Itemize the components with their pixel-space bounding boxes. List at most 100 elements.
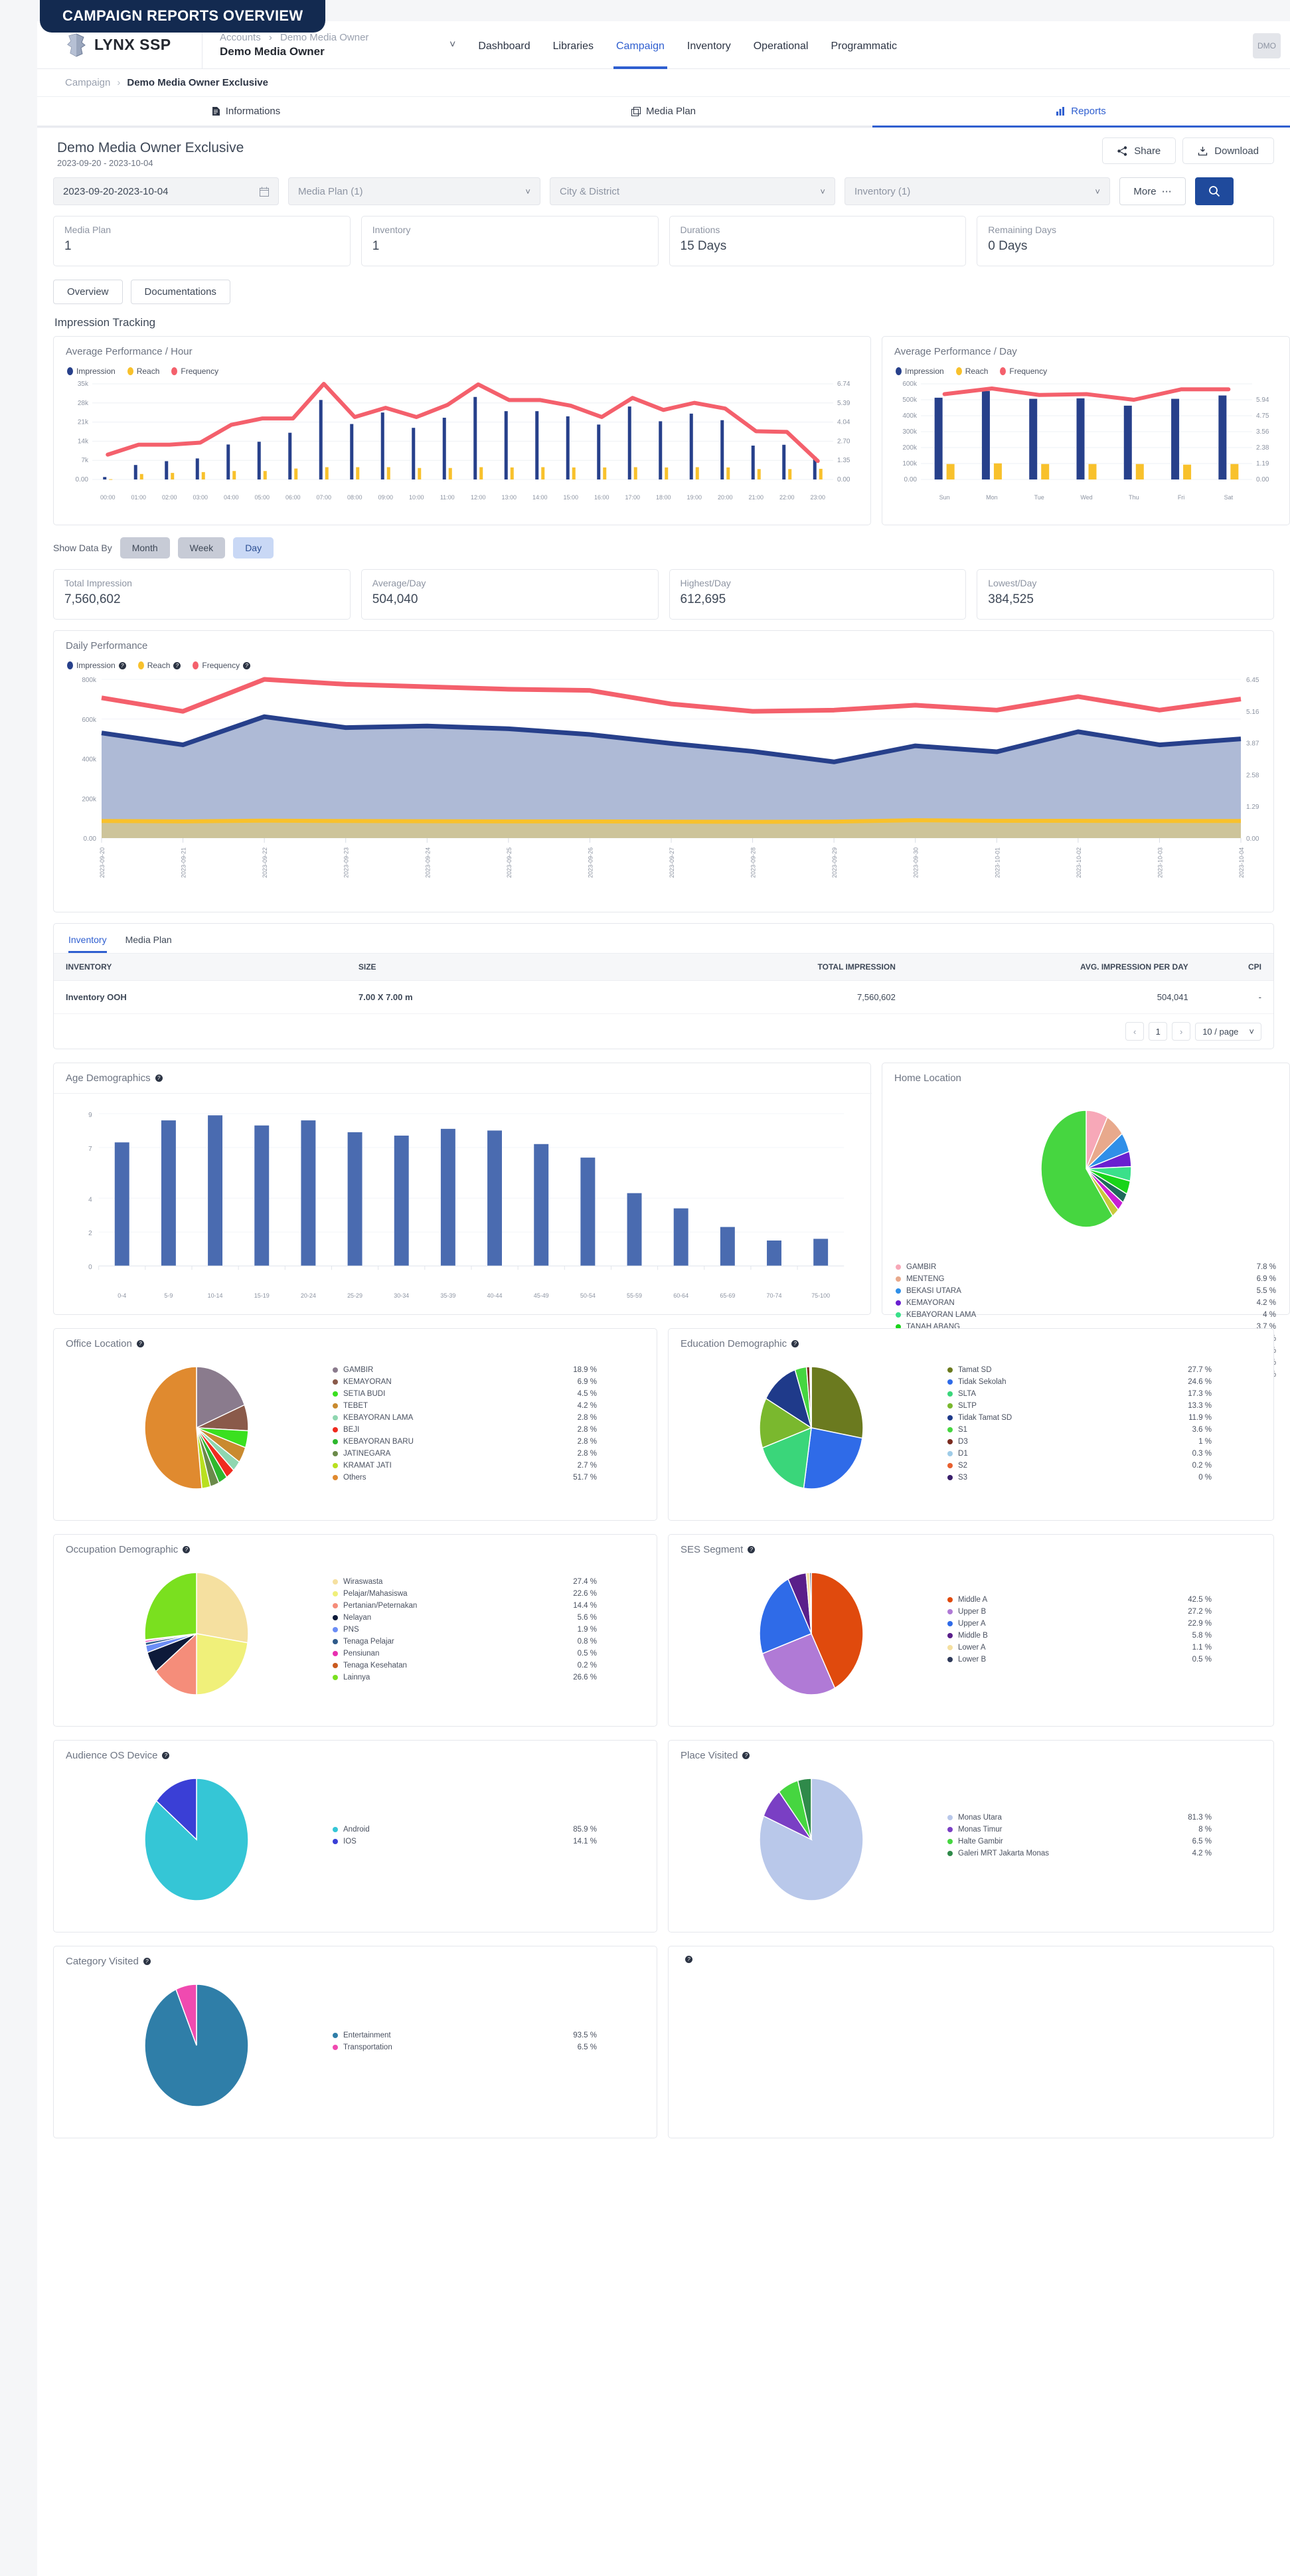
legend-item[interactable]: Tenaga Pelajar 0.8 % — [333, 1638, 597, 1646]
legend-item[interactable]: KEBAYORAN LAMA 2.8 % — [333, 1414, 597, 1422]
question-icon[interactable]: ? — [748, 1546, 756, 1553]
question-icon[interactable]: ? — [791, 1340, 799, 1347]
question-icon[interactable]: ? — [162, 1752, 170, 1759]
segment-day[interactable]: Day — [233, 537, 274, 558]
segment-month[interactable]: Month — [120, 537, 170, 558]
legend-item[interactable]: Upper B 27.2 % — [947, 1608, 1212, 1616]
legend-item[interactable]: Entertainment 93.5 % — [333, 2031, 597, 2039]
legend-item-impression[interactable]: Impression? — [67, 661, 126, 670]
legend-item[interactable]: Middle A 42.5 % — [947, 1596, 1212, 1604]
nav-dashboard[interactable]: Dashboard — [478, 41, 530, 52]
legend-item[interactable]: D1 0.3 % — [947, 1450, 1212, 1458]
legend-item[interactable]: KEBAYORAN LAMA 4 % — [896, 1311, 1276, 1319]
legend-item[interactable]: Tamat SD 27.7 % — [947, 1366, 1212, 1374]
legend-item[interactable]: Upper A 22.9 % — [947, 1620, 1212, 1628]
col-inventory[interactable]: INVENTORY — [54, 953, 347, 981]
date-range-input[interactable]: 2023-09-20 - 2023-10-04 — [53, 177, 279, 205]
col-cpi[interactable]: CPI — [1200, 953, 1273, 981]
legend-item-reach[interactable]: Reach — [127, 367, 159, 376]
legend-item[interactable]: PNS 1.9 % — [333, 1626, 597, 1634]
legend-item[interactable]: SLTP 13.3 % — [947, 1402, 1212, 1410]
legend-item[interactable]: D3 1 % — [947, 1438, 1212, 1446]
legend-item[interactable]: KEMAYORAN 6.9 % — [333, 1378, 597, 1386]
legend-item-impression[interactable]: Impression — [67, 367, 116, 376]
question-icon[interactable]: ? — [155, 1074, 163, 1082]
legend-item[interactable]: Tenaga Kesehatan 0.2 % — [333, 1662, 597, 1670]
question-icon[interactable]: ? — [183, 1546, 191, 1553]
breadcrumb-parent[interactable]: Campaign — [65, 77, 111, 88]
page-size-select[interactable]: 10 / page ˅ — [1195, 1022, 1261, 1041]
nav-operational[interactable]: Operational — [753, 41, 809, 52]
table-row[interactable]: Inventory OOH 7.00 X 7.00 m 7,560,602 50… — [54, 980, 1273, 1014]
nav-inventory[interactable]: Inventory — [686, 41, 731, 52]
search-button[interactable] — [1195, 177, 1234, 205]
legend-item[interactable]: Nelayan 5.6 % — [333, 1614, 597, 1622]
legend-item-reach[interactable]: Reach? — [137, 661, 181, 670]
tab-informations[interactable]: Informations — [37, 97, 455, 126]
legend-item[interactable]: Lower A 1.1 % — [947, 1644, 1212, 1652]
account-switcher[interactable]: Accounts › Demo Media Owner Demo Media O… — [202, 21, 438, 68]
legend-item[interactable]: Pelajar/Mahasiswa 22.6 % — [333, 1590, 597, 1598]
city-district-filter[interactable]: City & District ˅ — [550, 177, 835, 205]
nav-programmatic[interactable]: Programmatic — [831, 41, 898, 52]
legend-item[interactable]: IOS 14.1 % — [333, 1838, 597, 1846]
legend-item[interactable]: Halte Gambir 6.5 % — [947, 1838, 1212, 1846]
legend-item[interactable]: BEKASI UTARA 5.5 % — [896, 1287, 1276, 1295]
legend-item-frequency[interactable]: Frequency? — [193, 661, 251, 670]
legend-item[interactable]: S1 3.6 % — [947, 1426, 1212, 1434]
legend-item-reach[interactable]: Reach — [955, 367, 988, 376]
pagination-page-1[interactable]: 1 — [1149, 1022, 1168, 1041]
question-icon[interactable]: ? — [742, 1752, 750, 1759]
legend-item[interactable]: MENTENG 6.9 % — [896, 1275, 1276, 1283]
nav-libraries[interactable]: Libraries — [552, 41, 594, 52]
legend-item[interactable]: BEJI 2.8 % — [333, 1426, 597, 1434]
more-filters-button[interactable]: More ⋯ — [1119, 177, 1186, 205]
legend-item[interactable]: Transportation 6.5 % — [333, 2043, 597, 2051]
legend-item[interactable]: KEBAYORAN BARU 2.8 % — [333, 1438, 597, 1446]
share-button[interactable]: Share — [1102, 137, 1176, 164]
pagination-prev[interactable]: ‹ — [1125, 1022, 1145, 1041]
legend-item[interactable]: SLTA 17.3 % — [947, 1390, 1212, 1398]
legend-item[interactable]: KEMAYORAN 4.2 % — [896, 1299, 1276, 1307]
legend-item[interactable]: Tidak Sekolah 24.6 % — [947, 1378, 1212, 1386]
legend-item[interactable]: Lower B 0.5 % — [947, 1656, 1212, 1664]
avatar[interactable]: DMO — [1253, 33, 1281, 58]
subtab-overview[interactable]: Overview — [53, 280, 123, 304]
legend-item-impression[interactable]: Impression — [896, 367, 944, 376]
question-icon[interactable]: ? — [136, 1340, 144, 1347]
legend-item[interactable]: S2 0.2 % — [947, 1462, 1212, 1470]
legend-item[interactable]: GAMBIR 7.8 % — [896, 1263, 1276, 1271]
col-avg-impression-per-day[interactable]: AVG. IMPRESSION PER DAY — [907, 953, 1200, 981]
inventory-filter[interactable]: Inventory (1) ˅ — [845, 177, 1110, 205]
legend-item-frequency[interactable]: Frequency — [171, 367, 218, 376]
legend-item[interactable]: Wiraswasta 27.4 % — [333, 1578, 597, 1586]
segment-week[interactable]: Week — [177, 537, 226, 558]
chevron-down-icon[interactable]: ˅ — [449, 39, 456, 50]
tab-media-plan[interactable]: Media Plan — [455, 97, 872, 126]
pagination-next[interactable]: › — [1172, 1022, 1191, 1041]
download-button[interactable]: Download — [1182, 137, 1274, 164]
legend-item[interactable]: Tidak Tamat SD 11.9 % — [947, 1414, 1212, 1422]
legend-item[interactable]: S3 0 % — [947, 1474, 1212, 1482]
legend-item[interactable]: Galeri MRT Jakarta Monas 4.2 % — [947, 1849, 1212, 1857]
legend-item[interactable]: Android 85.9 % — [333, 1826, 597, 1834]
legend-item[interactable]: SETIA BUDI 4.5 % — [333, 1390, 597, 1398]
col-size[interactable]: SIZE — [346, 953, 591, 981]
legend-item[interactable]: Pensiunan 0.5 % — [333, 1650, 597, 1658]
legend-item[interactable]: Middle B 5.8 % — [947, 1632, 1212, 1640]
legend-item[interactable]: GAMBIR 18.9 % — [333, 1366, 597, 1374]
tab-reports[interactable]: Reports — [872, 97, 1290, 128]
legend-item[interactable]: KRAMAT JATI 2.7 % — [333, 1462, 597, 1470]
legend-item[interactable]: Monas Utara 81.3 % — [947, 1814, 1212, 1822]
legend-item[interactable]: JATINEGARA 2.8 % — [333, 1450, 597, 1458]
brand-logo[interactable]: LYNX SSP — [37, 33, 202, 57]
question-icon[interactable]: ? — [685, 1956, 693, 1963]
nav-campaign[interactable]: Campaign — [613, 41, 667, 69]
legend-item[interactable]: Pertanian/Peternakan 14.4 % — [333, 1602, 597, 1610]
table-tab-media-plan[interactable]: Media Plan — [125, 934, 172, 945]
legend-item[interactable]: Others 51.7 % — [333, 1474, 597, 1482]
legend-item[interactable]: Lainnya 26.6 % — [333, 1674, 597, 1681]
media-plan-filter[interactable]: Media Plan (1) ˅ — [288, 177, 540, 205]
question-icon[interactable]: ? — [143, 1958, 151, 1965]
col-total-impression[interactable]: TOTAL IMPRESSION — [590, 953, 908, 981]
